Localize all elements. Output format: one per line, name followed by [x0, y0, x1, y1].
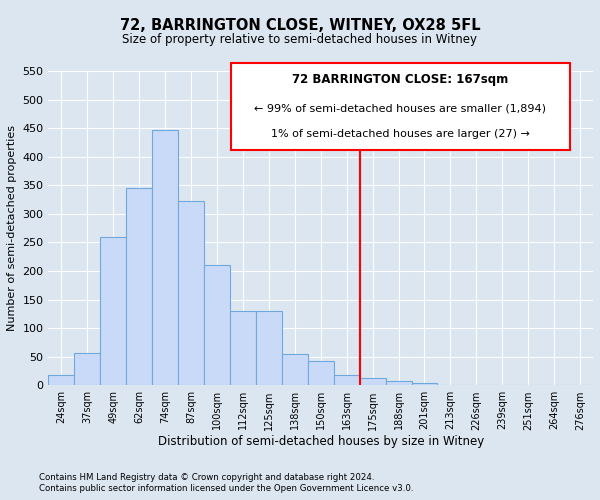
- Bar: [490, 384, 515, 386]
- Bar: [256, 311, 282, 386]
- Bar: [386, 382, 412, 386]
- Text: 72, BARRINGTON CLOSE, WITNEY, OX28 5FL: 72, BARRINGTON CLOSE, WITNEY, OX28 5FL: [119, 18, 481, 32]
- Bar: [74, 352, 100, 386]
- Text: ← 99% of semi-detached houses are smaller (1,894): ← 99% of semi-detached houses are smalle…: [254, 103, 547, 113]
- Text: 1% of semi-detached houses are larger (27) →: 1% of semi-detached houses are larger (2…: [271, 130, 530, 140]
- Bar: [204, 266, 230, 386]
- Bar: [308, 362, 334, 386]
- Bar: [359, 378, 386, 386]
- Bar: [334, 375, 359, 386]
- Text: Contains HM Land Registry data © Crown copyright and database right 2024.: Contains HM Land Registry data © Crown c…: [39, 472, 374, 482]
- Bar: [152, 130, 178, 386]
- Bar: [567, 384, 593, 386]
- X-axis label: Distribution of semi-detached houses by size in Witney: Distribution of semi-detached houses by …: [158, 435, 484, 448]
- Bar: [412, 383, 437, 386]
- Text: Contains public sector information licensed under the Open Government Licence v3: Contains public sector information licen…: [39, 484, 413, 493]
- Bar: [49, 375, 74, 386]
- Text: Size of property relative to semi-detached houses in Witney: Size of property relative to semi-detach…: [122, 32, 478, 46]
- Bar: [282, 354, 308, 386]
- Bar: [100, 236, 126, 386]
- Bar: [178, 200, 204, 386]
- Bar: [126, 188, 152, 386]
- Text: 72 BARRINGTON CLOSE: 167sqm: 72 BARRINGTON CLOSE: 167sqm: [292, 74, 509, 86]
- Bar: [230, 311, 256, 386]
- Y-axis label: Number of semi-detached properties: Number of semi-detached properties: [7, 125, 17, 331]
